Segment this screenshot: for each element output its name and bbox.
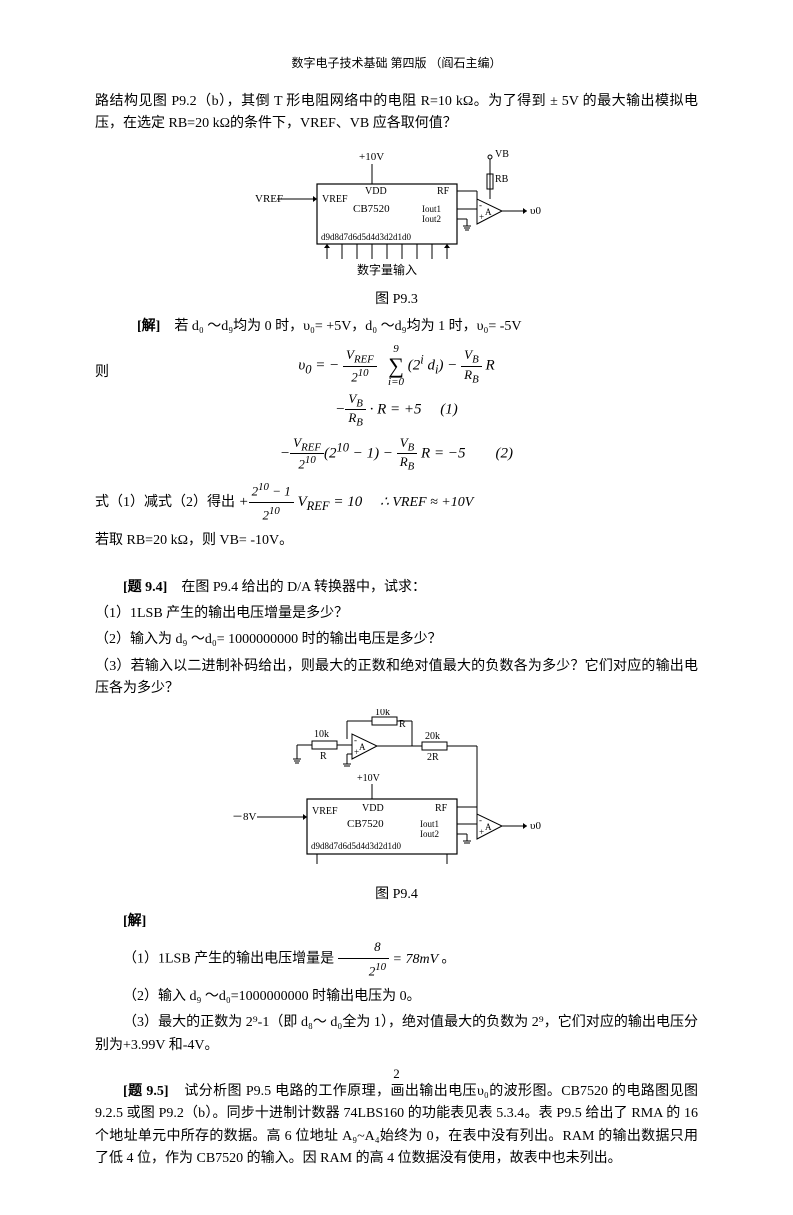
solution94-1-suffix: 。 — [441, 952, 455, 967]
chip94: CB7520 — [347, 818, 384, 830]
fig94-caption: 图 P9.4 — [95, 883, 698, 903]
iout2-94: Iout2 — [420, 829, 439, 839]
r-a: R — [320, 751, 327, 762]
r10k-b: 10k — [375, 709, 390, 718]
eq93-2: −VBRB · R = +5 (1) — [95, 391, 698, 429]
fig93-caption: 图 P9.3 — [95, 288, 698, 308]
q94-text: 在图 P9.4 给出的 D/A 转换器中，试求： — [181, 580, 426, 595]
v0-94: υ0 — [530, 820, 541, 832]
solution93-line1: 若 d₀ ～d₉均为 0 时，υ₀= +5V，d₀ ～d₉均为 1 时，υ₀= … — [174, 319, 521, 334]
solution94-label-row: [解] — [95, 911, 698, 933]
solution94-label: [解] — [123, 914, 146, 929]
eq-deriv-label: 式（1）减式（2）得出 — [95, 495, 235, 510]
iout1-pin: Iout1 — [422, 204, 441, 214]
v0-label: υ0 — [530, 205, 541, 217]
svg-text:A: A — [485, 207, 492, 217]
solution-93-open: [解] 若 d₀ ～d₉均为 0 时，υ₀= +5V，d₀ ～d₉均为 1 时，… — [95, 316, 698, 338]
solution93-label: [解] — [137, 319, 160, 334]
solution94-1-prefix: （1）1LSB 产生的输出电压增量是 — [123, 952, 334, 967]
svg-text:-: - — [479, 815, 482, 825]
pins-label: d9d8d7d6d5d4d3d2d1d0 — [321, 232, 412, 242]
svg-text:A: A — [485, 822, 492, 832]
rb-label: RB — [495, 174, 509, 185]
vdd-label: VDD — [365, 186, 387, 197]
solution93-end: 若取 RB=20 kΩ，则 VB= -10V。 — [95, 530, 698, 552]
q94-2: （2）输入为 d₉ ～d₀= 1000000000 时的输出电压是多少？ — [95, 629, 698, 651]
vref-pin: VREF — [322, 194, 348, 205]
figure-p94: －8V VREF VDD +10V CB7520 RF Iout1 Iout2 … — [95, 709, 698, 903]
vb-label: VB — [495, 149, 509, 160]
svg-text:+: + — [479, 827, 484, 837]
chip-label: CB7520 — [353, 203, 390, 215]
rf94: RF — [435, 803, 448, 814]
vref-label: VREF — [255, 193, 283, 205]
q94-1: （1）1LSB 产生的输出电压增量是多少？ — [95, 603, 698, 625]
r20k: 20k — [425, 731, 440, 742]
rf-pin: RF — [437, 186, 450, 197]
q95-label: [题 9.5] — [123, 1084, 169, 1099]
svg-text:+: + — [479, 212, 484, 222]
eq-deriv-row: 式（1）减式（2）得出 +210 − 1210 VREF = 10 ∴ VREF… — [95, 479, 698, 526]
page-header: 数字电子技术基础 第四版 （阎石主编） — [95, 54, 698, 71]
q94-open: [题 9.4] 在图 P9.4 给出的 D/A 转换器中，试求： — [95, 577, 698, 599]
r2r: 2R — [427, 752, 439, 763]
eq93-3: −VREF210(210 − 1) − VBRB R = −5 (2) — [95, 435, 698, 473]
plus10v-label: +10V — [359, 151, 384, 163]
vref-pin94: VREF — [312, 806, 338, 817]
solution94-3: （3）最大的正数为 2⁹-1（即 d₈～ d₀全为 1），绝对值最大的负数为 2… — [95, 1012, 698, 1057]
pins94: d9d8d7d6d5d4d3d2d1d0 — [311, 841, 402, 851]
intro-paragraph: 路结构见图 P9.2（b），其倒 T 形电阻网络中的电阻 R=10 kΩ。为了得… — [95, 91, 698, 136]
vdd94: VDD — [362, 803, 384, 814]
eq-result: ∴ VREF ≈ +10V — [380, 495, 473, 510]
r10k-a: 10k — [314, 729, 329, 740]
minus8v-label: －8V — [232, 811, 256, 823]
svg-text:-: - — [354, 735, 357, 745]
q94-3: （3）若输入以二进制补码给出，则最大的正数和绝对值最大的负数各为多少？它们对应的… — [95, 656, 698, 701]
q94-label: [题 9.4] — [123, 580, 167, 595]
digital-input-label: 数字量输入 — [357, 262, 417, 277]
solution94-1: （1）1LSB 产生的输出电压增量是 8210 = 78mV 。 — [95, 937, 698, 982]
svg-text:-: - — [479, 200, 482, 210]
plus10v94: +10V — [357, 773, 381, 784]
q95-row: [题 9.5] 试分析图 P9.5 电路的工作原理，画出输出电压υ₀的波形图。C… — [95, 1081, 698, 1171]
iout1-94: Iout1 — [420, 819, 439, 829]
iout2-pin: Iout2 — [422, 214, 441, 224]
solution94-2: （2）输入 d₉ ～d₀=1000000000 时输出电压为 0。 — [95, 986, 698, 1008]
q95-text: 试分析图 P9.5 电路的工作原理，画出输出电压υ₀的波形图。CB7520 的电… — [95, 1084, 698, 1166]
figure-p93: VREF VREF +10V VDD CB7520 RF Iout1 Iout2… — [95, 144, 698, 308]
svg-text:A: A — [359, 742, 366, 752]
page-number: 2 — [0, 1066, 793, 1082]
